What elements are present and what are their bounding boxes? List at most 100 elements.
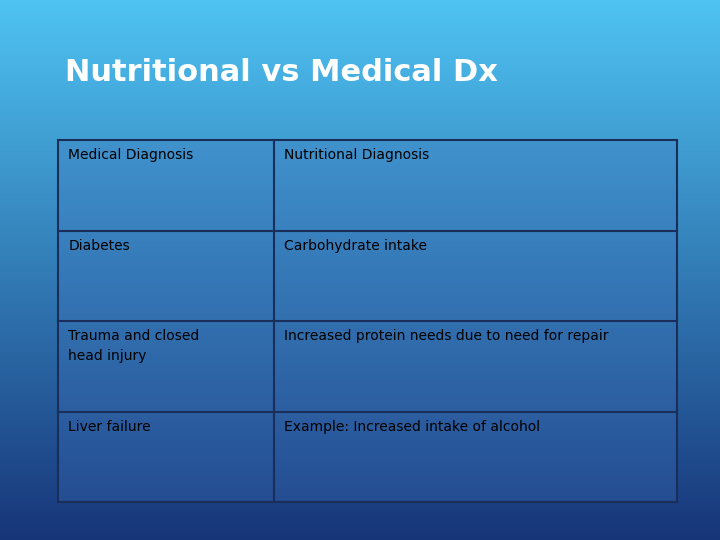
Bar xyxy=(0,32,720,34)
Bar xyxy=(0,204,720,205)
Bar xyxy=(0,20,720,22)
Bar xyxy=(0,531,720,533)
Bar xyxy=(0,339,720,340)
Bar xyxy=(0,405,720,407)
Bar xyxy=(0,65,720,66)
Bar xyxy=(0,416,720,417)
Bar xyxy=(0,511,720,513)
Bar xyxy=(0,200,720,201)
Bar xyxy=(0,131,720,133)
Bar xyxy=(0,177,720,178)
Bar xyxy=(0,50,720,52)
Bar xyxy=(58,321,274,411)
Bar xyxy=(0,81,720,83)
Bar xyxy=(0,309,720,312)
Bar xyxy=(0,414,720,416)
Bar xyxy=(0,25,720,27)
Bar xyxy=(0,491,720,493)
Bar xyxy=(0,250,720,252)
Bar xyxy=(0,108,720,110)
Bar xyxy=(0,498,720,501)
Bar xyxy=(0,205,720,207)
Bar xyxy=(0,198,720,200)
Bar xyxy=(0,493,720,495)
Bar xyxy=(0,457,720,459)
Bar xyxy=(0,450,720,452)
Bar xyxy=(0,259,720,261)
Bar xyxy=(0,389,720,390)
Bar xyxy=(0,533,720,535)
Bar xyxy=(0,288,720,290)
Bar xyxy=(0,468,720,470)
Bar xyxy=(0,228,720,231)
Bar xyxy=(0,270,720,272)
Bar xyxy=(0,146,720,147)
Bar xyxy=(0,47,720,49)
Bar xyxy=(0,142,720,144)
Bar xyxy=(0,342,720,344)
Bar xyxy=(0,436,720,437)
Bar xyxy=(0,155,720,157)
Bar xyxy=(0,297,720,299)
Bar xyxy=(0,477,720,479)
Bar xyxy=(0,182,720,184)
Bar xyxy=(0,258,720,259)
Bar xyxy=(0,420,720,421)
Bar xyxy=(0,117,720,119)
Bar xyxy=(0,466,720,468)
Bar xyxy=(0,306,720,308)
Bar xyxy=(0,268,720,270)
Bar xyxy=(0,223,720,225)
Bar xyxy=(0,506,720,508)
Bar xyxy=(0,42,720,43)
Bar xyxy=(0,482,720,484)
Bar xyxy=(0,322,720,324)
Bar xyxy=(0,461,720,463)
Bar xyxy=(0,209,720,211)
Bar xyxy=(0,227,720,228)
Bar xyxy=(0,194,720,196)
Bar xyxy=(0,447,720,448)
Bar xyxy=(0,72,720,74)
Bar xyxy=(0,513,720,515)
Bar xyxy=(0,45,720,47)
Bar xyxy=(0,212,720,214)
Bar xyxy=(0,119,720,120)
Bar xyxy=(0,324,720,326)
Bar xyxy=(0,292,720,293)
Bar xyxy=(0,112,720,113)
Text: Liver failure: Liver failure xyxy=(68,420,151,434)
Bar xyxy=(0,231,720,232)
Bar xyxy=(0,61,720,63)
Bar xyxy=(0,385,720,387)
Bar xyxy=(0,474,720,475)
Bar xyxy=(0,524,720,525)
Bar xyxy=(0,497,720,498)
Bar xyxy=(0,157,720,158)
Bar xyxy=(0,417,720,420)
Bar xyxy=(0,286,720,288)
Bar xyxy=(0,290,720,292)
Bar xyxy=(0,295,720,297)
Bar xyxy=(58,231,274,321)
Bar xyxy=(0,394,720,396)
Bar xyxy=(0,293,720,295)
Bar xyxy=(0,254,720,255)
Bar xyxy=(0,147,720,150)
Bar xyxy=(0,113,720,115)
Bar xyxy=(0,187,720,189)
Bar xyxy=(0,77,720,79)
Bar xyxy=(0,536,720,538)
Bar xyxy=(0,4,720,5)
Bar xyxy=(0,484,720,486)
Bar xyxy=(0,455,720,457)
Bar xyxy=(0,340,720,342)
Bar xyxy=(0,263,720,265)
Bar xyxy=(0,115,720,117)
Bar xyxy=(0,220,720,221)
Bar xyxy=(0,54,720,56)
Bar xyxy=(0,378,720,380)
Bar xyxy=(0,216,720,218)
Bar xyxy=(0,5,720,7)
Bar xyxy=(0,409,720,410)
